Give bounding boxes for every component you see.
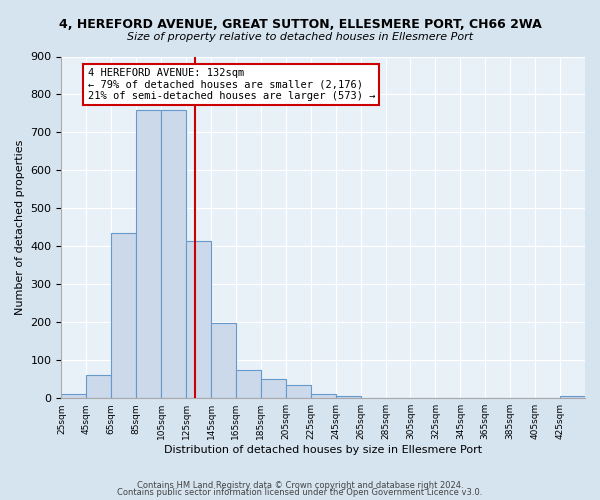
Bar [236, 370, 261, 398]
Text: 4 HEREFORD AVENUE: 132sqm
← 79% of detached houses are smaller (2,176)
21% of se: 4 HEREFORD AVENUE: 132sqm ← 79% of detac… [88, 68, 375, 101]
Bar [161, 110, 186, 398]
Bar [311, 394, 335, 398]
X-axis label: Distribution of detached houses by size in Ellesmere Port: Distribution of detached houses by size … [164, 445, 482, 455]
Bar [136, 110, 161, 398]
Bar [61, 394, 86, 398]
Bar [111, 233, 136, 398]
Text: 4, HEREFORD AVENUE, GREAT SUTTON, ELLESMERE PORT, CH66 2WA: 4, HEREFORD AVENUE, GREAT SUTTON, ELLESM… [59, 18, 541, 30]
Bar [186, 240, 211, 398]
Bar [86, 376, 111, 398]
Bar [286, 385, 311, 398]
Y-axis label: Number of detached properties: Number of detached properties [15, 140, 25, 315]
Text: Contains public sector information licensed under the Open Government Licence v3: Contains public sector information licen… [118, 488, 482, 497]
Bar [211, 324, 236, 398]
Text: Contains HM Land Registry data © Crown copyright and database right 2024.: Contains HM Land Registry data © Crown c… [137, 480, 463, 490]
Bar [560, 396, 585, 398]
Bar [261, 379, 286, 398]
Bar [335, 396, 361, 398]
Text: Size of property relative to detached houses in Ellesmere Port: Size of property relative to detached ho… [127, 32, 473, 42]
